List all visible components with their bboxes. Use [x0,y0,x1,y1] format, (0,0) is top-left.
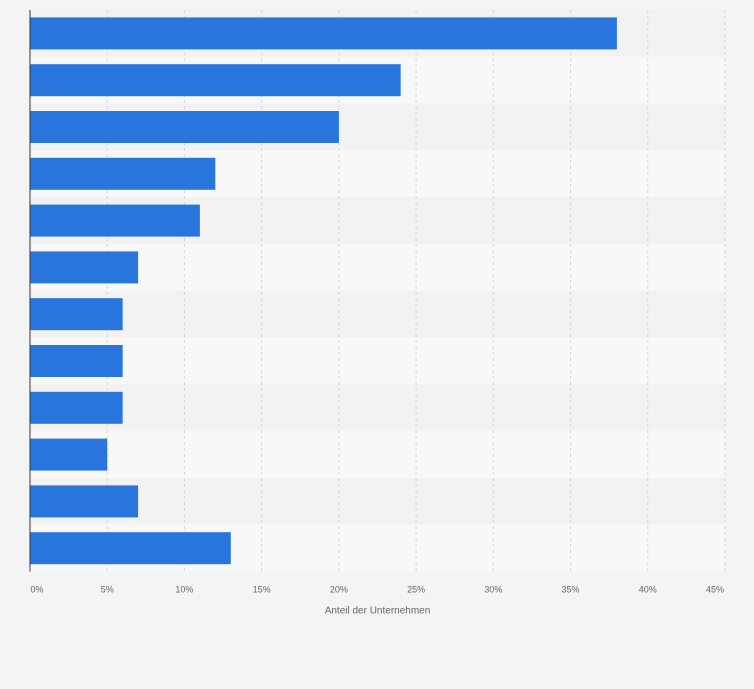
bar [30,485,139,518]
x-tick-label: 15% [253,585,271,595]
x-tick-label: 45% [706,585,724,595]
row-band [30,431,725,478]
bar [30,64,401,97]
bar [30,111,339,143]
bar [30,391,123,424]
row-band [30,337,725,385]
bar [30,532,231,565]
x-tick-label: 20% [330,585,348,595]
bars [30,17,617,565]
bar [30,17,617,50]
x-tick-label: 10% [175,585,193,595]
row-band [30,244,725,291]
bar [30,251,139,284]
bar [30,345,123,377]
row-band [30,384,725,432]
x-tick-label: 30% [484,585,502,595]
x-tick-label: 5% [101,585,114,595]
row-band [30,478,725,525]
x-tick-label: 35% [562,585,580,595]
x-tick-label: 0% [30,585,43,595]
x-tick-label: 25% [407,585,425,595]
x-axis-label: Anteil der Unternehmen [325,606,431,617]
x-tick-labels: 0% 5% 10% 15% 20% 25% 30% 35% 40% 45% [30,585,724,595]
bar [30,157,216,190]
bar [30,298,123,331]
bar [30,204,200,237]
row-band [30,290,725,338]
x-tick-label: 40% [639,585,657,595]
bar [30,438,108,471]
